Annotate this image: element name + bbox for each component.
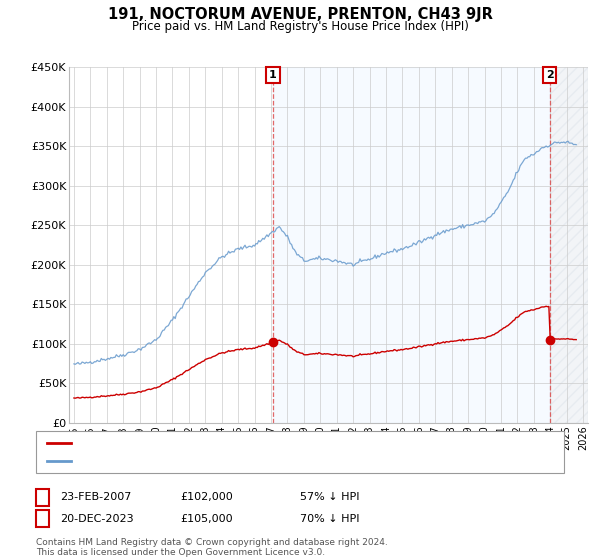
Text: 23-FEB-2007: 23-FEB-2007 [60,492,131,502]
Text: 70% ↓ HPI: 70% ↓ HPI [300,514,359,524]
Text: 191, NOCTORUM AVENUE, PRENTON, CH43 9JR (detached house): 191, NOCTORUM AVENUE, PRENTON, CH43 9JR … [75,438,415,448]
Text: HPI: Average price, detached house, Wirral: HPI: Average price, detached house, Wirr… [75,456,299,466]
Bar [550,67,588,423]
Text: 2: 2 [39,514,46,524]
Text: Price paid vs. HM Land Registry's House Price Index (HPI): Price paid vs. HM Land Registry's House … [131,20,469,32]
Text: 1: 1 [39,492,46,502]
Text: 20-DEC-2023: 20-DEC-2023 [60,514,134,524]
Text: £102,000: £102,000 [180,492,233,502]
Text: 2: 2 [545,70,553,80]
Text: 1: 1 [269,70,277,80]
Text: 191, NOCTORUM AVENUE, PRENTON, CH43 9JR: 191, NOCTORUM AVENUE, PRENTON, CH43 9JR [107,7,493,22]
Bar [273,67,550,423]
Text: £105,000: £105,000 [180,514,233,524]
Text: 57% ↓ HPI: 57% ↓ HPI [300,492,359,502]
Text: Contains HM Land Registry data © Crown copyright and database right 2024.
This d: Contains HM Land Registry data © Crown c… [36,538,388,557]
